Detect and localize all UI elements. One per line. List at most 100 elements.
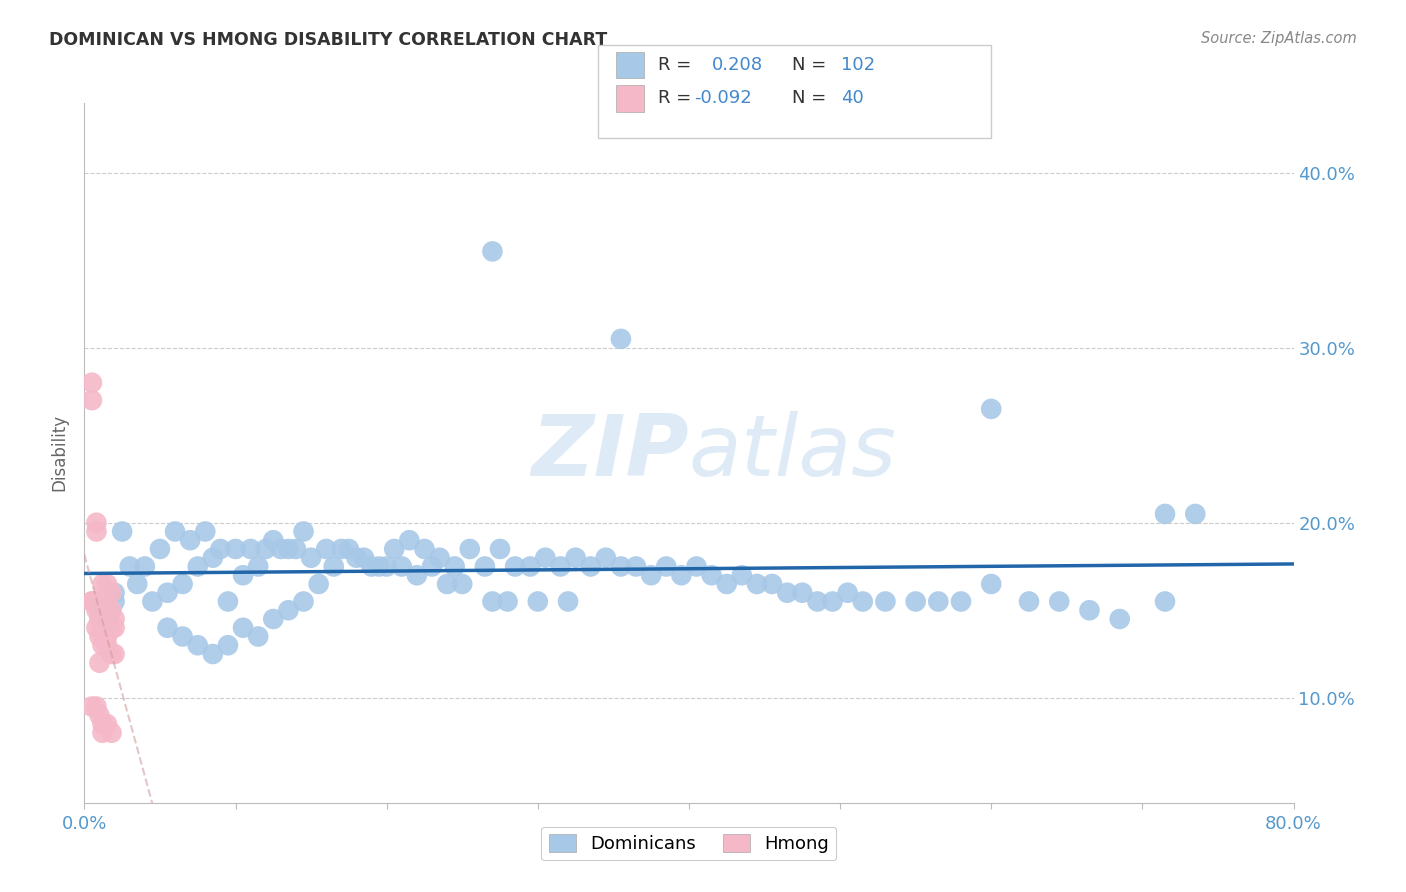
Point — [731, 568, 754, 582]
Point — [86, 603, 108, 617]
Point — [89, 594, 111, 608]
Point — [550, 559, 572, 574]
Point — [534, 550, 557, 565]
Point — [100, 726, 122, 740]
Point — [80, 699, 103, 714]
Point — [134, 559, 156, 574]
Point — [519, 559, 541, 574]
Text: -0.092: -0.092 — [695, 89, 752, 107]
Point — [745, 577, 768, 591]
Point — [315, 541, 337, 556]
Point — [277, 541, 299, 556]
Point — [821, 594, 844, 608]
Point — [610, 332, 633, 346]
Point — [360, 559, 382, 574]
Point — [368, 559, 391, 574]
Point — [187, 638, 209, 652]
Point — [685, 559, 707, 574]
Text: N =: N = — [792, 89, 825, 107]
Point — [474, 559, 496, 574]
Point — [89, 594, 111, 608]
Point — [564, 550, 586, 565]
Point — [111, 524, 134, 539]
Point — [89, 612, 111, 626]
Point — [262, 612, 284, 626]
Point — [398, 533, 420, 548]
Point — [595, 550, 617, 565]
Point — [104, 612, 127, 626]
Point — [292, 524, 315, 539]
Text: 0.208: 0.208 — [711, 56, 762, 74]
Point — [232, 621, 254, 635]
Point — [141, 594, 163, 608]
Point — [413, 541, 436, 556]
Point — [254, 541, 277, 556]
Point — [100, 621, 122, 635]
Point — [852, 594, 875, 608]
Text: 102: 102 — [841, 56, 875, 74]
Point — [980, 401, 1002, 416]
Point — [285, 541, 308, 556]
Text: atlas: atlas — [689, 411, 897, 494]
Point — [172, 577, 194, 591]
Point — [96, 594, 118, 608]
Point — [91, 621, 114, 635]
Point — [86, 594, 108, 608]
Point — [89, 612, 111, 626]
Point — [86, 524, 108, 539]
Point — [496, 594, 519, 608]
Point — [337, 541, 360, 556]
Point — [100, 586, 122, 600]
Point — [1018, 594, 1040, 608]
Point — [89, 630, 111, 644]
Point — [91, 594, 114, 608]
Point — [165, 524, 187, 539]
Point — [655, 559, 678, 574]
Point — [277, 603, 299, 617]
Legend: Dominicans, Hmong: Dominicans, Hmong — [541, 827, 837, 860]
Point — [557, 594, 579, 608]
Point — [503, 559, 526, 574]
Point — [382, 541, 405, 556]
Point — [671, 568, 693, 582]
Point — [624, 559, 647, 574]
Point — [262, 533, 284, 548]
Point — [1184, 507, 1206, 521]
Point — [1047, 594, 1070, 608]
Point — [375, 559, 398, 574]
Point — [194, 524, 217, 539]
Point — [217, 594, 239, 608]
Point — [100, 647, 122, 661]
Point — [104, 647, 127, 661]
Point — [91, 621, 114, 635]
Point — [458, 541, 481, 556]
Point — [127, 577, 149, 591]
Point — [80, 594, 103, 608]
Point — [201, 647, 224, 661]
Point — [201, 550, 224, 565]
Point — [451, 577, 474, 591]
Point — [80, 594, 103, 608]
Point — [156, 586, 179, 600]
Point — [716, 577, 738, 591]
Point — [96, 638, 118, 652]
Point — [322, 559, 344, 574]
Point — [1154, 594, 1177, 608]
Point — [91, 726, 114, 740]
Point — [232, 568, 254, 582]
Point — [86, 516, 108, 530]
Point — [96, 630, 118, 644]
Point — [239, 541, 262, 556]
Text: DOMINICAN VS HMONG DISABILITY CORRELATION CHART: DOMINICAN VS HMONG DISABILITY CORRELATIO… — [49, 31, 607, 49]
Point — [346, 550, 368, 565]
Point — [149, 541, 172, 556]
Point — [80, 393, 103, 408]
Point — [391, 559, 413, 574]
Y-axis label: Disability: Disability — [51, 414, 69, 491]
Point — [443, 559, 465, 574]
Point — [792, 586, 814, 600]
Point — [172, 630, 194, 644]
Point — [96, 612, 118, 626]
Point — [1154, 507, 1177, 521]
Point — [91, 638, 114, 652]
